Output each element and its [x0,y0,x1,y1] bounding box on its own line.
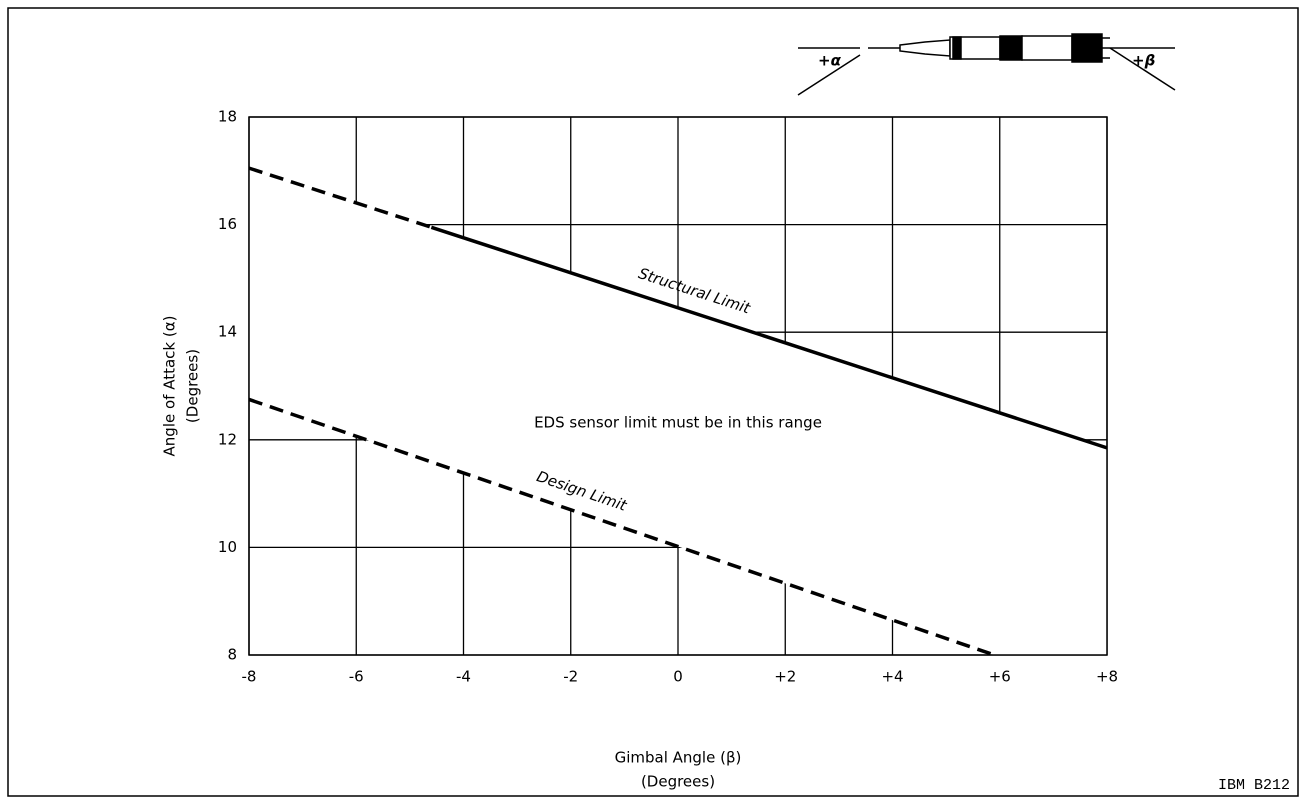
y-tick-label: 16 [218,215,237,233]
x-tick-label: -2 [563,668,578,686]
y-tick-label: 8 [227,646,237,664]
x-axis-title: Gimbal Angle (β) [615,749,742,767]
range-band [249,168,1107,656]
x-tick-label: -4 [456,668,471,686]
limit-line [430,225,1108,450]
y-tick-label: 14 [218,323,237,341]
x-tick-label: +2 [774,668,796,686]
x-tick-label: -8 [242,668,257,686]
beta-label: +β [1132,52,1155,70]
x-tick-label: +4 [881,668,903,686]
annotation: EDS sensor limit must be in this range [534,414,822,432]
limit-line [248,166,432,229]
frame [7,7,1299,797]
x-axis-unit: (Degrees) [641,773,715,791]
y-axis-unit: (Degrees) [184,349,202,423]
x-tick-label: -6 [349,668,364,686]
x-tick-label: +6 [989,668,1011,686]
x-tick-label: +8 [1096,668,1118,686]
plot-frame [248,116,1108,656]
y-tick-label: 18 [218,108,237,126]
alpha-label: +α [818,52,842,70]
rocket-diagram [797,33,1176,96]
y-tick-label: 10 [218,538,237,556]
footnote: IBM B212 [1218,777,1290,794]
x-tick-label: 0 [673,668,683,686]
y-axis-title: Angle of Attack (α) [161,316,179,457]
y-tick-label: 12 [218,430,237,448]
